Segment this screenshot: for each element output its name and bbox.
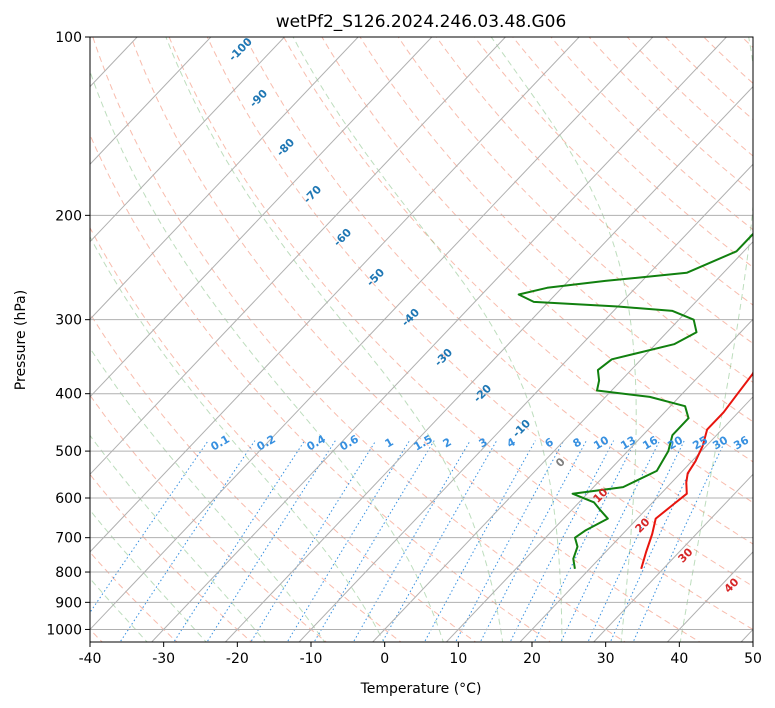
isotherm-gridline [90, 37, 286, 243]
dry-adiabat-line [283, 37, 753, 504]
y-tick-label: 400 [55, 387, 82, 403]
chart-title: wetPf2_S126.2024.246.03.48.G06 [276, 12, 567, 32]
y-tick-label: 100 [55, 30, 82, 46]
temperature-line [640, 370, 753, 570]
y-tick-label: 900 [55, 595, 82, 611]
background-lines [90, 37, 753, 642]
dry-adiabat-line [244, 37, 753, 545]
mixing-ratio-line [286, 440, 410, 642]
x-axis: -40 -30 -20 -10 0 10 20 30 40 50 [79, 642, 762, 667]
mixing-ratio-line [352, 440, 471, 642]
x-tick-label: -30 [152, 651, 175, 667]
mixing-ratio-line [423, 440, 536, 642]
mixing-ratio-line [313, 440, 435, 642]
mixing-ratio-line [609, 440, 706, 642]
isotherm-gridline [445, 318, 753, 642]
x-tick-label: -40 [79, 651, 102, 667]
x-tick-label: 0 [380, 651, 389, 667]
isotherm-gridline [90, 37, 212, 165]
isotherm-gridline [224, 85, 753, 642]
isotherm-gridline [90, 37, 359, 320]
isotherm-gridline [298, 163, 753, 642]
y-tick-label: 500 [55, 444, 82, 460]
isotherm-gridline [150, 37, 728, 642]
y-tick-label: 800 [55, 565, 82, 581]
x-axis-title: Temperature (°C) [360, 681, 482, 697]
y-tick-label: 1000 [46, 622, 82, 638]
dry-adiabat-line [130, 37, 701, 642]
y-axis-title: Pressure (hPa) [13, 290, 29, 390]
y-tick-label: 700 [55, 531, 82, 547]
mixing-ratio-line [250, 440, 377, 642]
isotherm-gridline [90, 37, 654, 631]
mixing-ratio-line [206, 440, 336, 642]
dry-adiabat-line [321, 37, 753, 463]
y-axis: 100 200 300 400 500 600 700 800 900 1000 [46, 30, 90, 638]
dry-adiabat-line [92, 37, 627, 642]
dry-adiabat-line [206, 37, 753, 587]
x-tick-label: 40 [670, 651, 688, 667]
dry-adiabat-line [435, 37, 753, 345]
x-tick-label: 50 [744, 651, 762, 667]
mixing-ratio-line [455, 440, 565, 642]
x-tick-label: -20 [226, 651, 249, 667]
y-tick-label: 300 [55, 313, 82, 329]
dewpoint-line [517, 232, 753, 569]
dry-adiabat-line [359, 37, 753, 423]
y-tick-label: 200 [55, 208, 82, 224]
isotherm-gridline [519, 396, 753, 642]
mixing-ratio-line [381, 440, 498, 642]
x-tick-label: 10 [449, 651, 467, 667]
mixing-ratio-line [587, 440, 685, 642]
isotherm-gridline [90, 37, 507, 476]
mixing-ratio-line [119, 440, 256, 642]
isotherm-gridline [90, 37, 433, 398]
moist-adiabat-line [90, 235, 385, 642]
x-tick-label: 30 [597, 651, 615, 667]
x-tick-label: -10 [300, 651, 323, 667]
isotherm-gridline [592, 473, 753, 642]
sounding-series [517, 232, 753, 570]
isotherm-gridline [90, 37, 580, 553]
y-tick-label: 600 [55, 491, 82, 507]
mixing-ratio-line [479, 440, 587, 642]
plot-frame [89, 36, 754, 643]
mixing-ratio-line [173, 440, 306, 642]
x-tick-label: 20 [523, 651, 541, 667]
isotherm-gridline [371, 240, 753, 642]
